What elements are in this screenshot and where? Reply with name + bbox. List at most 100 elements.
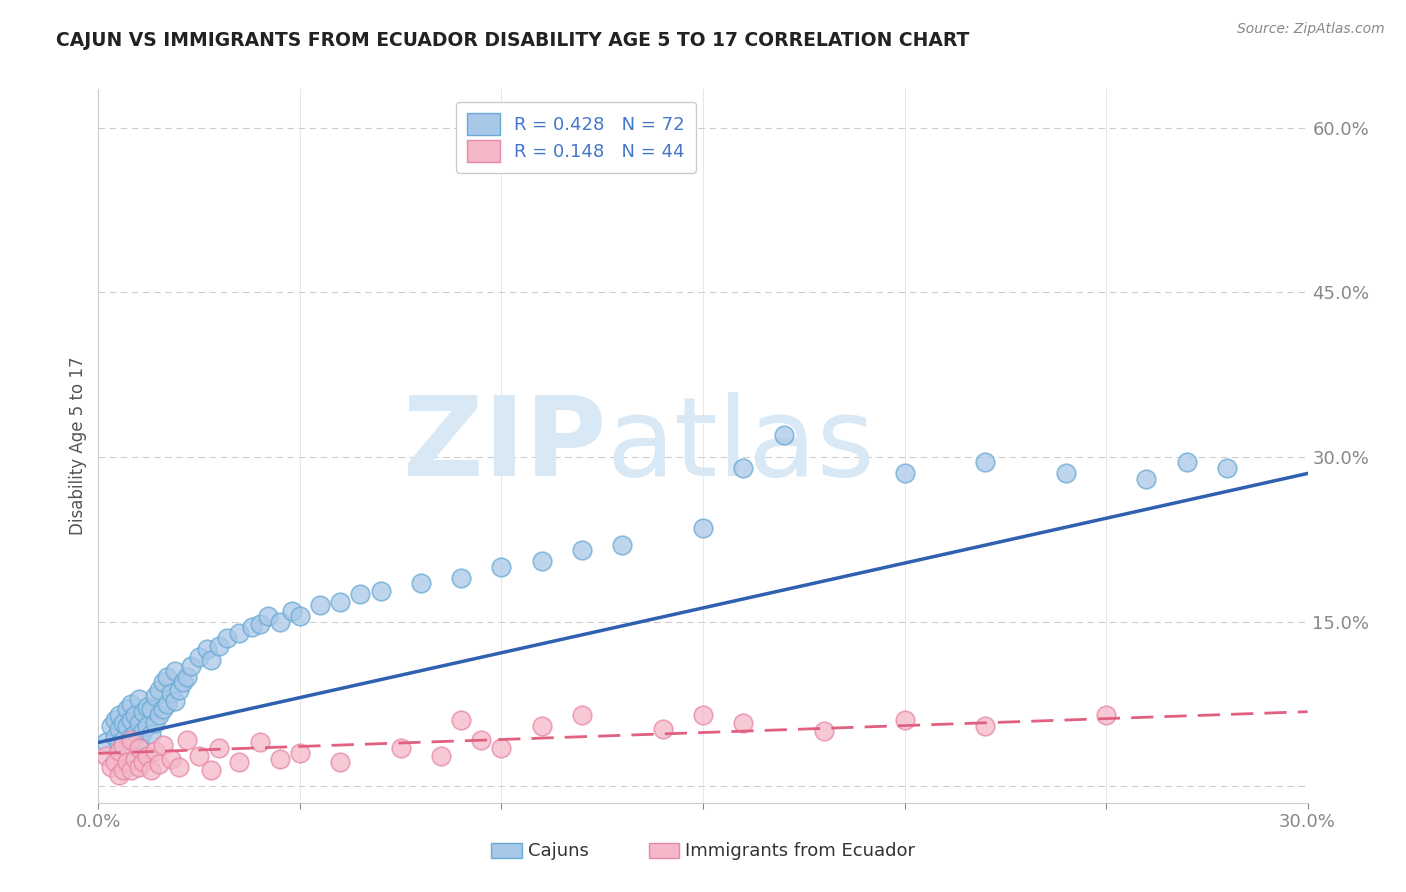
Point: [111, 715, 134, 730]
Point: [430, 748, 453, 763]
Point: [156, 697, 179, 711]
Point: [135, 719, 157, 733]
Point: [188, 748, 211, 763]
Point: [530, 554, 553, 568]
FancyBboxPatch shape: [648, 844, 679, 858]
Point: [612, 538, 634, 552]
Point: [156, 669, 179, 683]
Point: [228, 755, 250, 769]
Point: [167, 759, 190, 773]
Point: [128, 733, 150, 747]
Point: [1135, 472, 1157, 486]
Point: [120, 733, 142, 747]
Point: [132, 755, 155, 769]
Point: [107, 738, 129, 752]
Point: [115, 702, 138, 716]
Point: [143, 690, 166, 704]
Point: [120, 730, 142, 744]
Point: [135, 748, 157, 763]
Point: [143, 744, 166, 758]
Point: [115, 755, 138, 769]
Point: [172, 675, 194, 690]
Point: [370, 583, 392, 598]
Point: [124, 752, 146, 766]
Point: [389, 740, 412, 755]
Text: Cajuns: Cajuns: [527, 842, 589, 860]
Point: [893, 467, 915, 481]
Point: [176, 733, 198, 747]
Point: [288, 609, 311, 624]
Point: [135, 700, 157, 714]
Point: [128, 715, 150, 730]
Point: [100, 759, 122, 773]
Point: [163, 694, 186, 708]
Point: [309, 598, 332, 612]
Point: [115, 719, 138, 733]
Point: [1175, 455, 1198, 469]
Point: [1216, 461, 1239, 475]
Point: [217, 631, 239, 645]
Point: [470, 733, 492, 747]
Point: [139, 702, 162, 716]
Point: [152, 702, 174, 716]
Point: [128, 740, 150, 755]
Point: [96, 735, 118, 749]
Point: [176, 669, 198, 683]
Point: [208, 639, 231, 653]
Point: [96, 748, 118, 763]
Point: [103, 730, 125, 744]
Point: [120, 763, 142, 777]
Point: [139, 763, 162, 777]
Point: [692, 521, 714, 535]
Point: [163, 664, 186, 678]
Text: CAJUN VS IMMIGRANTS FROM ECUADOR DISABILITY AGE 5 TO 17 CORRELATION CHART: CAJUN VS IMMIGRANTS FROM ECUADOR DISABIL…: [56, 31, 970, 50]
Point: [571, 543, 593, 558]
Point: [111, 733, 134, 747]
Point: [450, 571, 472, 585]
Point: [180, 658, 202, 673]
Point: [249, 735, 271, 749]
Point: [188, 649, 211, 664]
Point: [281, 604, 304, 618]
Point: [143, 715, 166, 730]
Point: [195, 642, 218, 657]
Point: [692, 708, 714, 723]
Point: [491, 559, 513, 574]
Point: [491, 740, 513, 755]
Point: [329, 755, 352, 769]
Point: [115, 738, 138, 752]
Point: [124, 726, 146, 740]
Point: [128, 691, 150, 706]
Point: [107, 723, 129, 737]
Point: [249, 616, 271, 631]
Point: [329, 595, 352, 609]
Point: [148, 708, 170, 723]
Point: [208, 740, 231, 755]
Point: [228, 625, 250, 640]
Point: [269, 615, 291, 629]
Point: [160, 686, 183, 700]
Point: [128, 759, 150, 773]
Point: [120, 697, 142, 711]
Point: [974, 455, 997, 469]
Point: [132, 724, 155, 739]
Point: [450, 714, 472, 728]
Text: Source: ZipAtlas.com: Source: ZipAtlas.com: [1237, 22, 1385, 37]
Point: [269, 752, 291, 766]
Legend: R = 0.428   N = 72, R = 0.148   N = 44: R = 0.428 N = 72, R = 0.148 N = 44: [457, 102, 696, 173]
Point: [148, 682, 170, 697]
Point: [132, 705, 155, 719]
Point: [200, 763, 222, 777]
Point: [103, 714, 125, 728]
Point: [256, 609, 278, 624]
Point: [1054, 467, 1077, 481]
Point: [100, 719, 122, 733]
Point: [530, 719, 553, 733]
Point: [107, 744, 129, 758]
Point: [107, 708, 129, 723]
Point: [893, 714, 915, 728]
Point: [200, 653, 222, 667]
Y-axis label: Disability Age 5 to 17: Disability Age 5 to 17: [69, 357, 87, 535]
Point: [288, 747, 311, 761]
Point: [571, 708, 593, 723]
